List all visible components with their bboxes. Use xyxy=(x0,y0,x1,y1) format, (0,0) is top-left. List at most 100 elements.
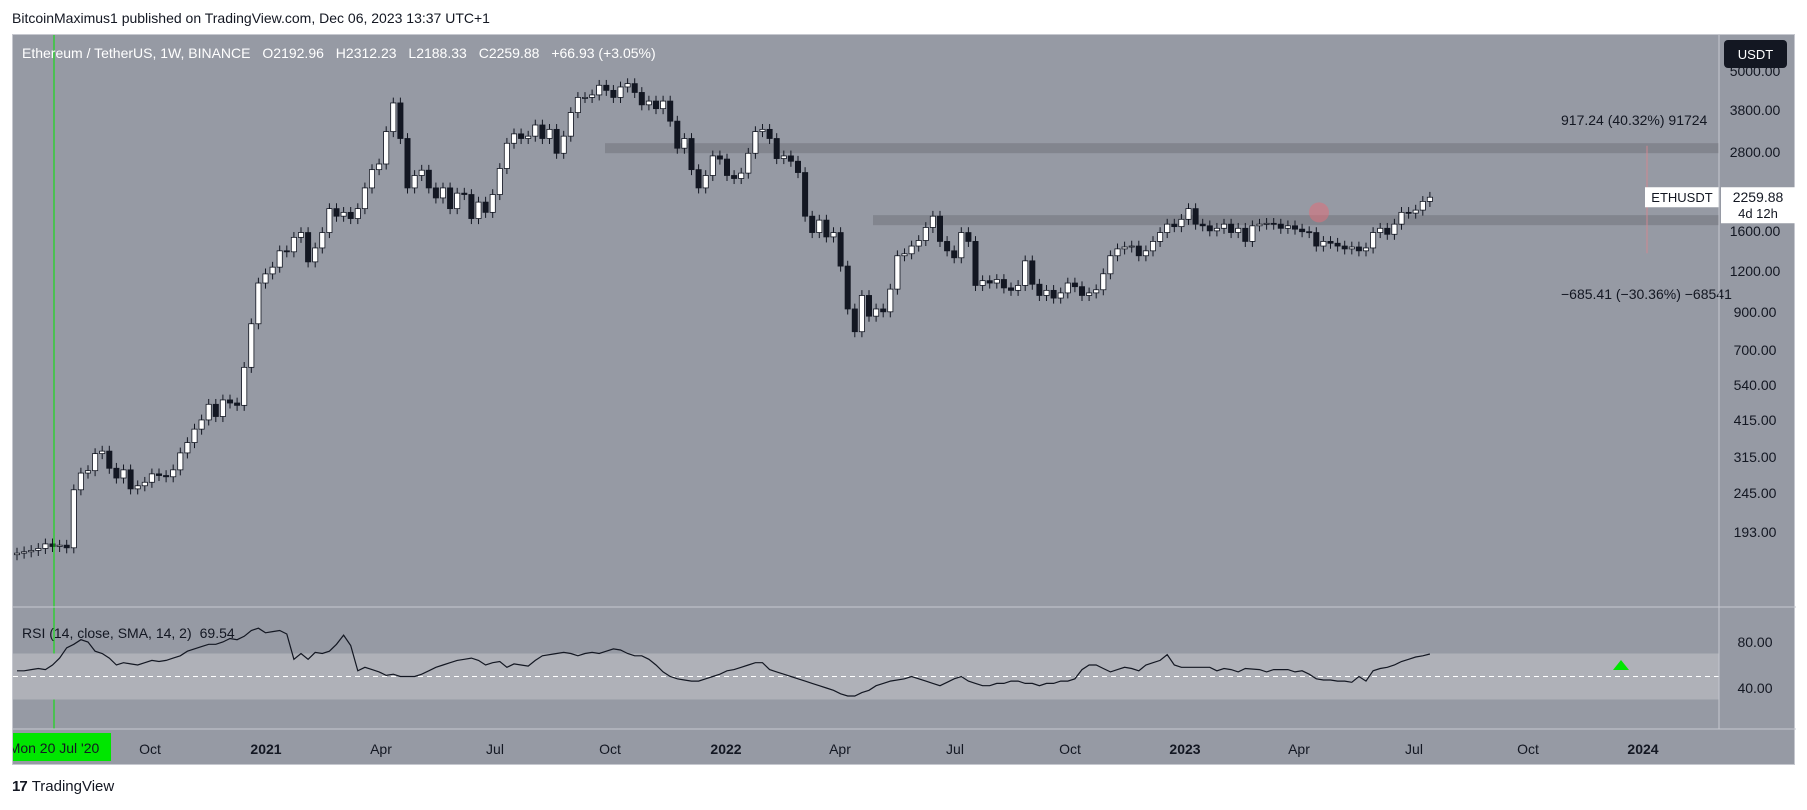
low-value: 2188.33 xyxy=(416,45,467,61)
bear-candle xyxy=(482,201,489,213)
bear-candle xyxy=(823,219,830,238)
time-axis-label: Jul xyxy=(946,741,964,757)
bull-candle xyxy=(624,83,631,88)
bull-candle xyxy=(1235,227,1242,233)
bull-candle xyxy=(198,419,205,430)
bear-candle xyxy=(844,265,851,310)
tradingview-logo[interactable]: 17 TradingView xyxy=(12,778,114,795)
bull-candle xyxy=(219,399,226,417)
bear-candle xyxy=(866,295,873,317)
bull-candle xyxy=(510,133,517,144)
bear-candle xyxy=(1050,289,1057,299)
bull-candle xyxy=(319,232,326,249)
price-axis-label: 3800.00 xyxy=(1730,102,1781,118)
chart-frame[interactable]: 917.24 (40.32%) 91724 −685.41 (−30.36%) −… xyxy=(12,34,1796,766)
bear-candle xyxy=(1029,260,1036,285)
bear-candle xyxy=(610,89,617,98)
low-label: L xyxy=(408,45,417,61)
bull-candle xyxy=(383,131,390,165)
last-price-symbol-bg xyxy=(1645,187,1719,208)
rsi-axis-label: 80.00 xyxy=(1737,634,1772,650)
bull-candle xyxy=(830,232,837,238)
bull-candle xyxy=(1363,247,1370,252)
rsi-axis-label: 40.00 xyxy=(1737,680,1772,696)
bear-candle xyxy=(937,215,944,242)
time-axis-label: Oct xyxy=(139,741,161,757)
bull-candle xyxy=(1178,218,1185,228)
bull-candle xyxy=(1185,208,1192,220)
bear-candle xyxy=(518,133,525,139)
bull-candle xyxy=(1419,201,1426,211)
bull-candle xyxy=(645,100,652,106)
bull-candle xyxy=(582,97,589,99)
bear-candle xyxy=(1327,241,1334,244)
bull-candle xyxy=(1256,223,1263,227)
bull-candle xyxy=(454,192,461,210)
bull-candle xyxy=(13,552,20,556)
bull-candle xyxy=(21,551,28,554)
bull-candle xyxy=(70,489,77,549)
time-axis-label: Oct xyxy=(599,741,621,757)
bull-candle xyxy=(1157,232,1164,242)
bear-candle xyxy=(766,128,773,139)
bear-candle xyxy=(787,155,794,162)
price-axis-label: 1200.00 xyxy=(1730,263,1781,279)
bear-candle xyxy=(674,120,681,149)
resistance-zone-1 xyxy=(605,143,1719,154)
bull-candle xyxy=(596,84,603,96)
bear-candle xyxy=(1355,246,1362,252)
bear-candle xyxy=(553,128,560,154)
bull-candle xyxy=(958,232,965,259)
bear-candle xyxy=(1405,211,1412,214)
bull-candle xyxy=(290,236,297,253)
bear-candle xyxy=(305,232,312,263)
measure-down-label: −685.41 (−30.36%) −68541 xyxy=(1561,286,1732,302)
bear-candle xyxy=(468,194,475,219)
symbol-title: Ethereum / TetherUS, 1W, BINANCE xyxy=(22,45,251,61)
bear-candle xyxy=(397,102,404,139)
bull-candle xyxy=(361,187,368,210)
bear-candle xyxy=(333,208,340,217)
bull-candle xyxy=(617,86,624,98)
bear-candle xyxy=(851,308,858,333)
bull-candle xyxy=(85,470,92,474)
bull-candle xyxy=(887,288,894,313)
bear-candle xyxy=(1036,283,1043,296)
bull-candle xyxy=(681,138,688,149)
close-value: 2259.88 xyxy=(488,45,540,61)
bear-candle xyxy=(638,92,645,106)
bear-candle xyxy=(802,172,809,217)
bear-candle xyxy=(127,469,134,490)
bull-candle xyxy=(184,442,191,454)
bull-candle xyxy=(993,279,1000,284)
time-axis-label: Apr xyxy=(829,741,851,757)
bull-candle xyxy=(28,550,35,553)
bear-candle xyxy=(837,232,844,267)
bull-candle xyxy=(35,548,42,551)
open-label: O xyxy=(262,45,274,61)
bull-candle xyxy=(1221,223,1228,229)
bull-candle xyxy=(780,155,787,159)
bull-candle xyxy=(1015,285,1022,291)
bull-candle xyxy=(1142,250,1149,257)
bull-candle xyxy=(574,97,581,113)
bear-candle xyxy=(603,84,610,91)
bull-candle xyxy=(92,453,99,472)
candlestick-chart[interactable]: 917.24 (40.32%) 91724 −685.41 (−30.36%) −… xyxy=(13,35,1796,766)
bull-candle xyxy=(241,366,248,406)
highlight-circle xyxy=(1309,202,1329,223)
bull-candle xyxy=(1391,223,1398,235)
bear-candle xyxy=(113,467,120,479)
currency-button[interactable]: USDT xyxy=(1724,40,1787,68)
cursor-date-label: Mon 20 Jul '20 xyxy=(13,740,100,756)
bull-candle xyxy=(709,155,716,176)
bear-candle xyxy=(731,175,738,179)
bear-candle xyxy=(688,138,695,171)
bull-candle xyxy=(560,135,567,154)
bull-candle xyxy=(1426,196,1433,202)
bull-candle xyxy=(1377,227,1384,233)
bull-candle xyxy=(269,266,276,275)
bull-candle xyxy=(979,280,986,286)
bull-candle xyxy=(816,219,823,233)
bull-candle xyxy=(326,208,333,233)
